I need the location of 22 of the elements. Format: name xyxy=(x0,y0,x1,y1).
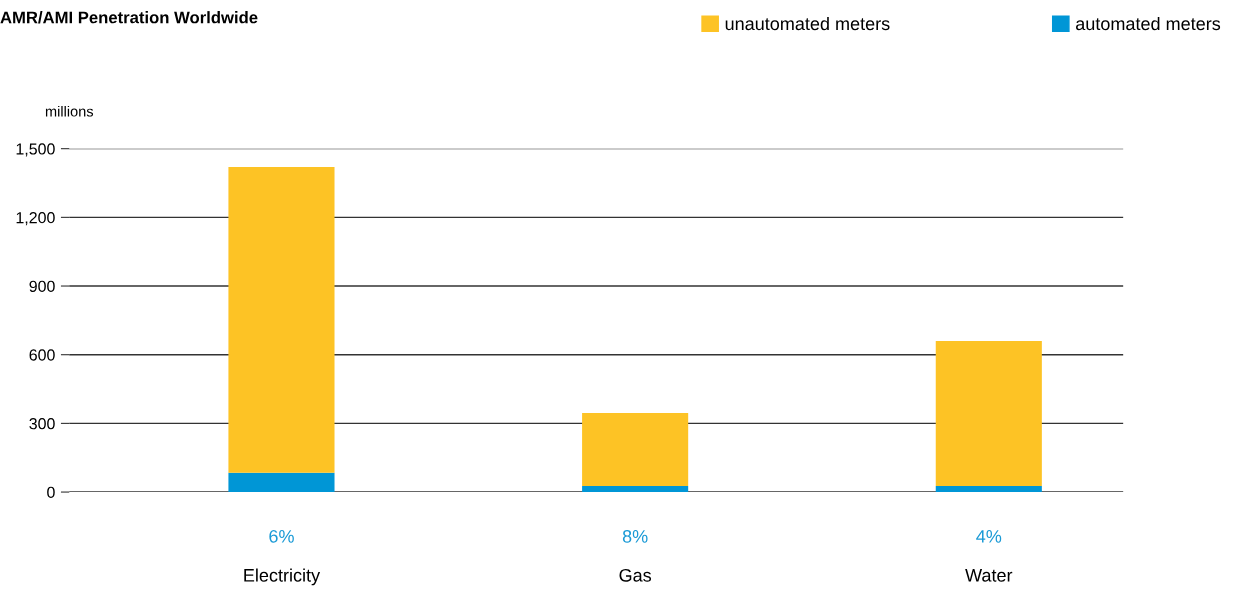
y-tick-label: 600 xyxy=(29,349,55,361)
text: 8% xyxy=(622,529,648,543)
bar xyxy=(935,486,1042,493)
bar xyxy=(935,340,1042,487)
y-tick-label: 0 xyxy=(47,486,55,498)
text: 6% xyxy=(269,529,294,543)
y-tick-label: 1,500 xyxy=(16,143,55,157)
bar xyxy=(228,166,335,473)
bar xyxy=(582,486,689,493)
x-tick-label: Electricity xyxy=(244,568,321,586)
legend-label: unautomated meters xyxy=(725,16,890,31)
x-tick-label: Water xyxy=(965,569,1013,582)
y-tick-label: 1,200 xyxy=(16,211,55,226)
text: 4% xyxy=(976,530,1002,543)
chart-title: AMR/AMI Penetration Worldwide xyxy=(0,11,258,24)
bar xyxy=(228,472,335,493)
bar xyxy=(582,413,689,487)
legend-label: automated meters xyxy=(1076,16,1221,31)
y-tick-label: 300 xyxy=(29,418,55,430)
y-tick-label: 900 xyxy=(29,280,55,292)
y-axis-title: millions xyxy=(45,105,94,117)
x-tick-label: Gas xyxy=(619,568,652,582)
